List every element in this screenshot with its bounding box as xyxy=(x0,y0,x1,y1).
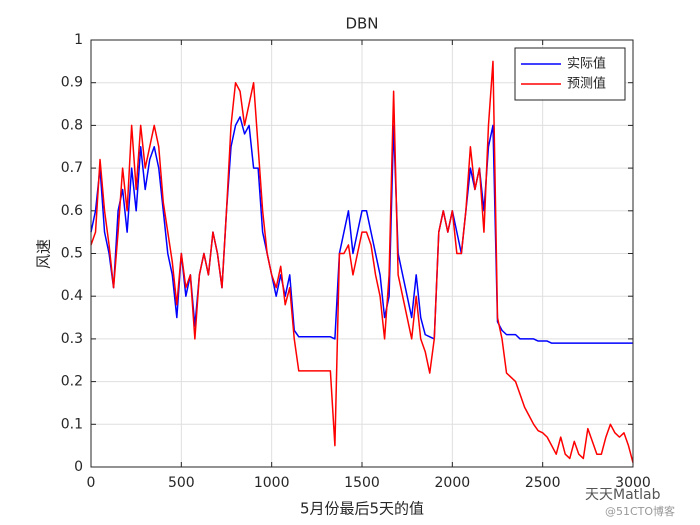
y-tick-label: 0 xyxy=(74,459,83,475)
x-tick-label: 3000 xyxy=(615,475,651,491)
legend-box xyxy=(514,47,626,101)
x-tick-label: 500 xyxy=(168,475,195,491)
watermark-source: @51CTO博客 xyxy=(605,504,675,518)
y-axis-label: 风速 xyxy=(35,239,53,269)
chart-title: DBN xyxy=(345,15,378,33)
y-tick-label: 0.2 xyxy=(61,374,83,390)
y-tick-label: 0.8 xyxy=(61,117,83,133)
y-tick-label: 0.6 xyxy=(61,203,83,219)
y-tick-label: 0.9 xyxy=(61,75,83,91)
x-tick-label: 2500 xyxy=(525,475,561,491)
y-tick-label: 0.5 xyxy=(61,246,83,262)
y-tick-label: 0.7 xyxy=(61,160,83,176)
x-tick-label: 1500 xyxy=(344,475,380,491)
x-axis-label: 5月份最后5天的值 xyxy=(300,500,424,518)
watermark-name: 天天Matlab xyxy=(585,487,661,503)
y-tick-label: 1 xyxy=(74,32,83,48)
y-tick-label: 0.1 xyxy=(61,416,83,432)
x-tick-label: 0 xyxy=(87,475,96,491)
data-line xyxy=(90,60,634,463)
y-tick-label: 0.3 xyxy=(61,331,83,347)
legend-label: 实际值 xyxy=(567,56,606,72)
x-tick-label: 1000 xyxy=(254,475,290,491)
x-tick-label: 2000 xyxy=(435,475,471,491)
y-tick-label: 0.4 xyxy=(61,288,83,304)
legend-label: 预测值 xyxy=(567,76,606,92)
axes-box xyxy=(90,39,634,468)
